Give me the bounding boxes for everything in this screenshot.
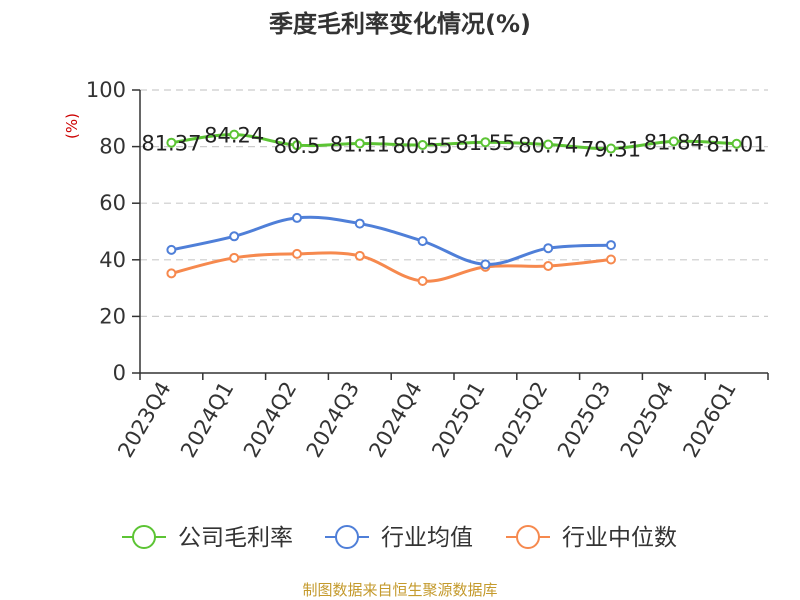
data-point[interactable]: [354, 138, 365, 149]
data-point[interactable]: [354, 218, 365, 229]
data-point[interactable]: [292, 212, 302, 223]
legend-item-2[interactable]: 行业中位数: [506, 525, 677, 551]
y-tick-label: 20: [99, 304, 126, 328]
x-tick-label: 2025Q1: [427, 378, 489, 462]
series-1: [166, 212, 616, 270]
legend-item-1[interactable]: 行业均值: [325, 525, 473, 551]
data-point[interactable]: [229, 231, 240, 242]
data-label: 79.31: [581, 138, 641, 162]
y-tick-label: 100: [86, 78, 126, 102]
data-point[interactable]: [606, 254, 616, 265]
y-axis-label: (%): [63, 113, 81, 139]
legend-marker: [516, 525, 540, 549]
data-label: 81.37: [141, 132, 201, 156]
data-point[interactable]: [166, 244, 177, 255]
data-point[interactable]: [543, 139, 554, 150]
legend-item-0[interactable]: 公司毛利率: [122, 525, 293, 551]
data-point[interactable]: [166, 268, 177, 279]
legend-marker: [132, 525, 156, 549]
data-label: 81.84: [644, 130, 704, 154]
legend-marker: [335, 525, 359, 549]
y-tick-label: 40: [99, 248, 126, 272]
data-point[interactable]: [731, 138, 742, 149]
x-tick-label: 2025Q3: [553, 378, 615, 462]
data-label: 80.55: [393, 134, 453, 158]
chart-title: 季度毛利率变化情况(%): [269, 10, 531, 38]
x-tick-label: 2024Q4: [364, 378, 426, 462]
data-label: 84.24: [204, 124, 264, 148]
data-label: 80.5: [274, 134, 321, 158]
data-label: 81.01: [707, 133, 767, 157]
data-labels: 81.37 84.24 80.5 81.11 80.55 81.55 80.74 79.31 8…: [141, 124, 766, 162]
series-2: [166, 248, 616, 287]
data-point[interactable]: [229, 252, 240, 263]
data-label: 81.55: [455, 131, 515, 155]
data-point[interactable]: [166, 137, 177, 148]
legend-label: 公司毛利率: [178, 525, 293, 551]
data-point[interactable]: [480, 137, 491, 148]
data-point[interactable]: [229, 129, 240, 140]
x-tick-label: 2025Q4: [616, 378, 678, 462]
series-group: [166, 129, 742, 287]
x-tick-label: 2024Q1: [176, 378, 238, 462]
x-tick-label: 2023Q4: [113, 378, 175, 462]
y-tick-label: 0: [113, 361, 126, 385]
source-note: 制图数据来自恒生聚源数据库: [302, 581, 497, 599]
legend-label: 行业均值: [381, 525, 473, 551]
data-point[interactable]: [543, 243, 554, 254]
data-point[interactable]: [417, 140, 428, 151]
data-point[interactable]: [292, 248, 302, 259]
data-point[interactable]: [606, 240, 616, 251]
gridlines: [140, 89, 768, 317]
x-tick-label: 2026Q1: [678, 378, 740, 462]
series-0: [166, 129, 742, 154]
data-point[interactable]: [292, 140, 302, 151]
data-point[interactable]: [668, 136, 679, 147]
data-label: 80.74: [518, 134, 578, 158]
y-tick-label: 80: [99, 135, 126, 159]
data-label: 81.11: [330, 132, 390, 156]
data-point[interactable]: [543, 261, 554, 272]
x-tick-label: 2025Q2: [490, 378, 552, 462]
legend[interactable]: 公司毛利率 行业均值 行业中位数: [122, 525, 677, 551]
y-tick-label: 60: [99, 191, 126, 215]
x-tick-label: 2024Q3: [302, 378, 364, 462]
data-point[interactable]: [480, 259, 491, 270]
series-line: [171, 133, 737, 151]
data-point[interactable]: [606, 143, 616, 154]
data-point[interactable]: [417, 276, 428, 287]
data-point[interactable]: [417, 236, 428, 247]
legend-label: 行业中位数: [562, 525, 677, 551]
x-tick-label: 2024Q2: [239, 378, 301, 462]
data-point[interactable]: [354, 250, 365, 261]
